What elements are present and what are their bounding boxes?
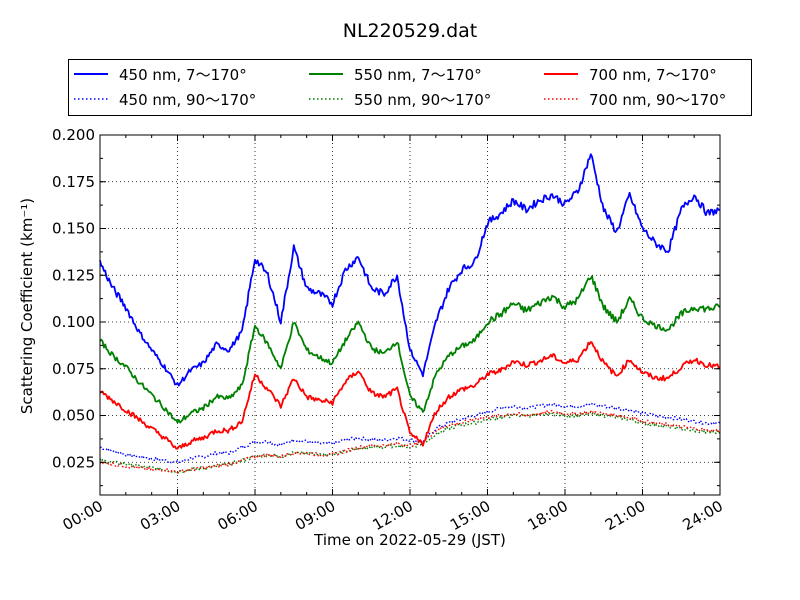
- legend-label: 700 nm, 7～170°: [589, 65, 717, 84]
- series-line: [99, 341, 721, 450]
- series-line: [99, 153, 720, 387]
- series-line: [99, 411, 721, 474]
- x-tick-label: 12:00: [370, 497, 416, 534]
- x-axis-label: Time on 2022-05-29 (JST): [313, 531, 506, 549]
- x-tick-label: 21:00: [602, 497, 648, 534]
- legend-item: 700 nm, 90～170°: [544, 88, 726, 110]
- y-tick-label: 0.025: [52, 453, 95, 471]
- series-lines: [99, 153, 721, 474]
- y-tick-label: 0.100: [52, 313, 95, 331]
- y-tick-label: 0.200: [52, 126, 95, 144]
- legend-item: 700 nm, 7～170°: [544, 63, 717, 85]
- y-axis-label: Scattering Coefficient (km⁻¹): [18, 198, 36, 414]
- series-line: [99, 409, 721, 474]
- y-tick-label: 0.175: [52, 173, 95, 191]
- axis-ticks: [99, 134, 721, 495]
- y-tick-labels: 0.025 0.050 0.075 0.100 0.125 0.150 0.175 0.200: [52, 126, 95, 471]
- x-tick-label: 24:00: [680, 497, 726, 534]
- y-tick-label: 0.075: [52, 360, 95, 378]
- x-tick-labels: 00:00 03:00 06:00 09:00 12:00 15:00 18:00 21:00…: [60, 497, 726, 534]
- series-line: [99, 402, 721, 464]
- x-tick-label: 09:00: [292, 497, 338, 534]
- y-tick-label: 0.150: [52, 220, 95, 238]
- y-tick-label: 0.125: [52, 266, 95, 284]
- legend: 450 nm, 7～170° 450 nm, 90～170° 550 nm, 7…: [68, 59, 752, 116]
- legend-item: 450 nm, 7～170°: [74, 63, 247, 85]
- x-tick-label: 15:00: [447, 497, 493, 534]
- legend-label: 550 nm, 7～170°: [354, 65, 482, 84]
- x-tick-label: 06:00: [215, 497, 261, 534]
- legend-item: 550 nm, 90～170°: [309, 88, 491, 110]
- legend-label: 450 nm, 90～170°: [119, 90, 257, 109]
- legend-label: 700 nm, 90～170°: [589, 90, 727, 109]
- legend-item: 450 nm, 90～170°: [74, 88, 256, 110]
- x-tick-label: 00:00: [60, 497, 106, 534]
- x-tick-label: 18:00: [525, 497, 571, 534]
- legend-label: 450 nm, 7～170°: [119, 65, 247, 84]
- legend-item: 550 nm, 7～170°: [309, 63, 482, 85]
- series-line: [99, 275, 721, 424]
- x-tick-label: 03:00: [137, 497, 183, 534]
- chart-title: NL220529.dat: [343, 20, 478, 42]
- y-tick-label: 0.050: [52, 407, 95, 425]
- legend-label: 550 nm, 90～170°: [354, 90, 492, 109]
